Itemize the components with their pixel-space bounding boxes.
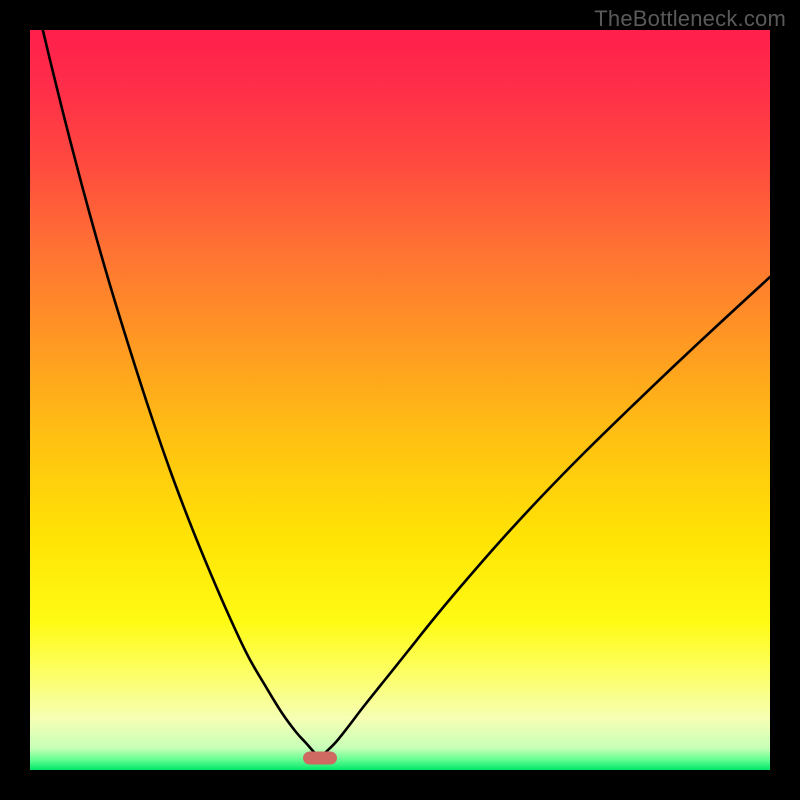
watermark-text: TheBottleneck.com: [594, 6, 786, 32]
frame-bottom: [0, 770, 800, 800]
frame-left: [0, 0, 30, 800]
chart-container: TheBottleneck.com: [0, 0, 800, 800]
curve-vertex-marker: [303, 752, 337, 765]
plot-area: [30, 30, 770, 770]
frame-right: [770, 0, 800, 800]
bottleneck-curve: [30, 30, 770, 770]
